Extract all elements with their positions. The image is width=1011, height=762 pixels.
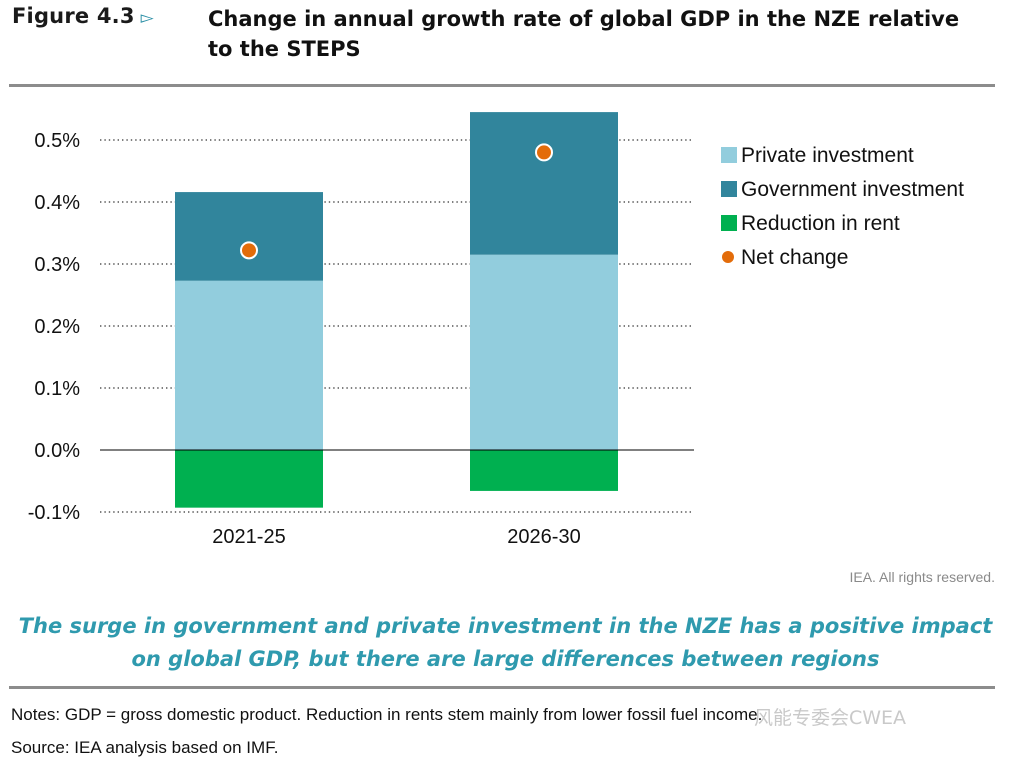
figure-title: Change in annual growth rate of global G… [208, 7, 960, 61]
net-change-dots [240, 143, 553, 260]
y-tick-label: 0.4% [34, 192, 80, 214]
y-tick-label: -0.1% [28, 502, 80, 524]
bar-2021-25-government-investment [175, 192, 323, 281]
legend-label: Net change [741, 246, 848, 269]
bar-2026-30-reduction-in-rent [470, 450, 618, 491]
legend-label: Government investment [741, 178, 964, 201]
notes: Notes: GDP = gross domestic product. Red… [11, 705, 763, 724]
x-tick-label: 2026-30 [507, 526, 580, 548]
triangle-icon: ▻ [140, 8, 154, 28]
caption: The surge in government and private inve… [0, 610, 1011, 676]
y-tick-label: 0.2% [34, 316, 80, 338]
net-change-dot-2026-30 [535, 143, 553, 162]
legend-marker-net-change [722, 251, 734, 263]
net-change-dot-2021-25 [240, 241, 258, 260]
bar-2021-25-reduction-in-rent [175, 450, 323, 508]
watermark: 风能专委会CWEA [754, 707, 907, 729]
y-tick-label: 0.1% [34, 378, 80, 400]
source: Source: IEA analysis based on IMF. [11, 738, 279, 757]
y-tick-label: 0.5% [34, 130, 80, 152]
caption-line-2: on global GDP, but there are large diffe… [131, 647, 880, 671]
legend: Private investment Government investment R… [721, 144, 964, 269]
chart: -0.1%0.0%0.1%0.2%0.3%0.4%0.5% 2021-25 202… [28, 112, 964, 548]
y-tick-label: 0.0% [34, 440, 80, 462]
legend-label: Private investment [741, 144, 914, 167]
bottom-divider [9, 686, 995, 689]
y-tick-label: 0.3% [34, 254, 80, 276]
y-tick-labels: -0.1% 0.0% 0.1% 0.2% 0.3% 0.4% 0.5% [28, 130, 80, 524]
bar-2026-30-private-investment [470, 254, 618, 450]
top-divider [9, 84, 995, 87]
bar-2026-30-government-investment [470, 112, 618, 255]
bars [175, 112, 618, 508]
figure-label: Figure 4.3 ▻ [12, 4, 154, 28]
x-tick-label: 2021-25 [212, 526, 285, 548]
legend-swatch-government-investment [721, 181, 737, 197]
legend-label: Reduction in rent [741, 212, 900, 235]
bar-2021-25-private-investment [175, 280, 323, 450]
rights-notice: IEA. All rights reserved. [849, 569, 995, 585]
x-tick-labels: 2021-25 2026-30 [212, 526, 580, 548]
legend-swatch-private-investment [721, 147, 737, 163]
caption-line-1: The surge in government and private inve… [18, 614, 993, 638]
legend-swatch-reduction-in-rent [721, 215, 737, 231]
